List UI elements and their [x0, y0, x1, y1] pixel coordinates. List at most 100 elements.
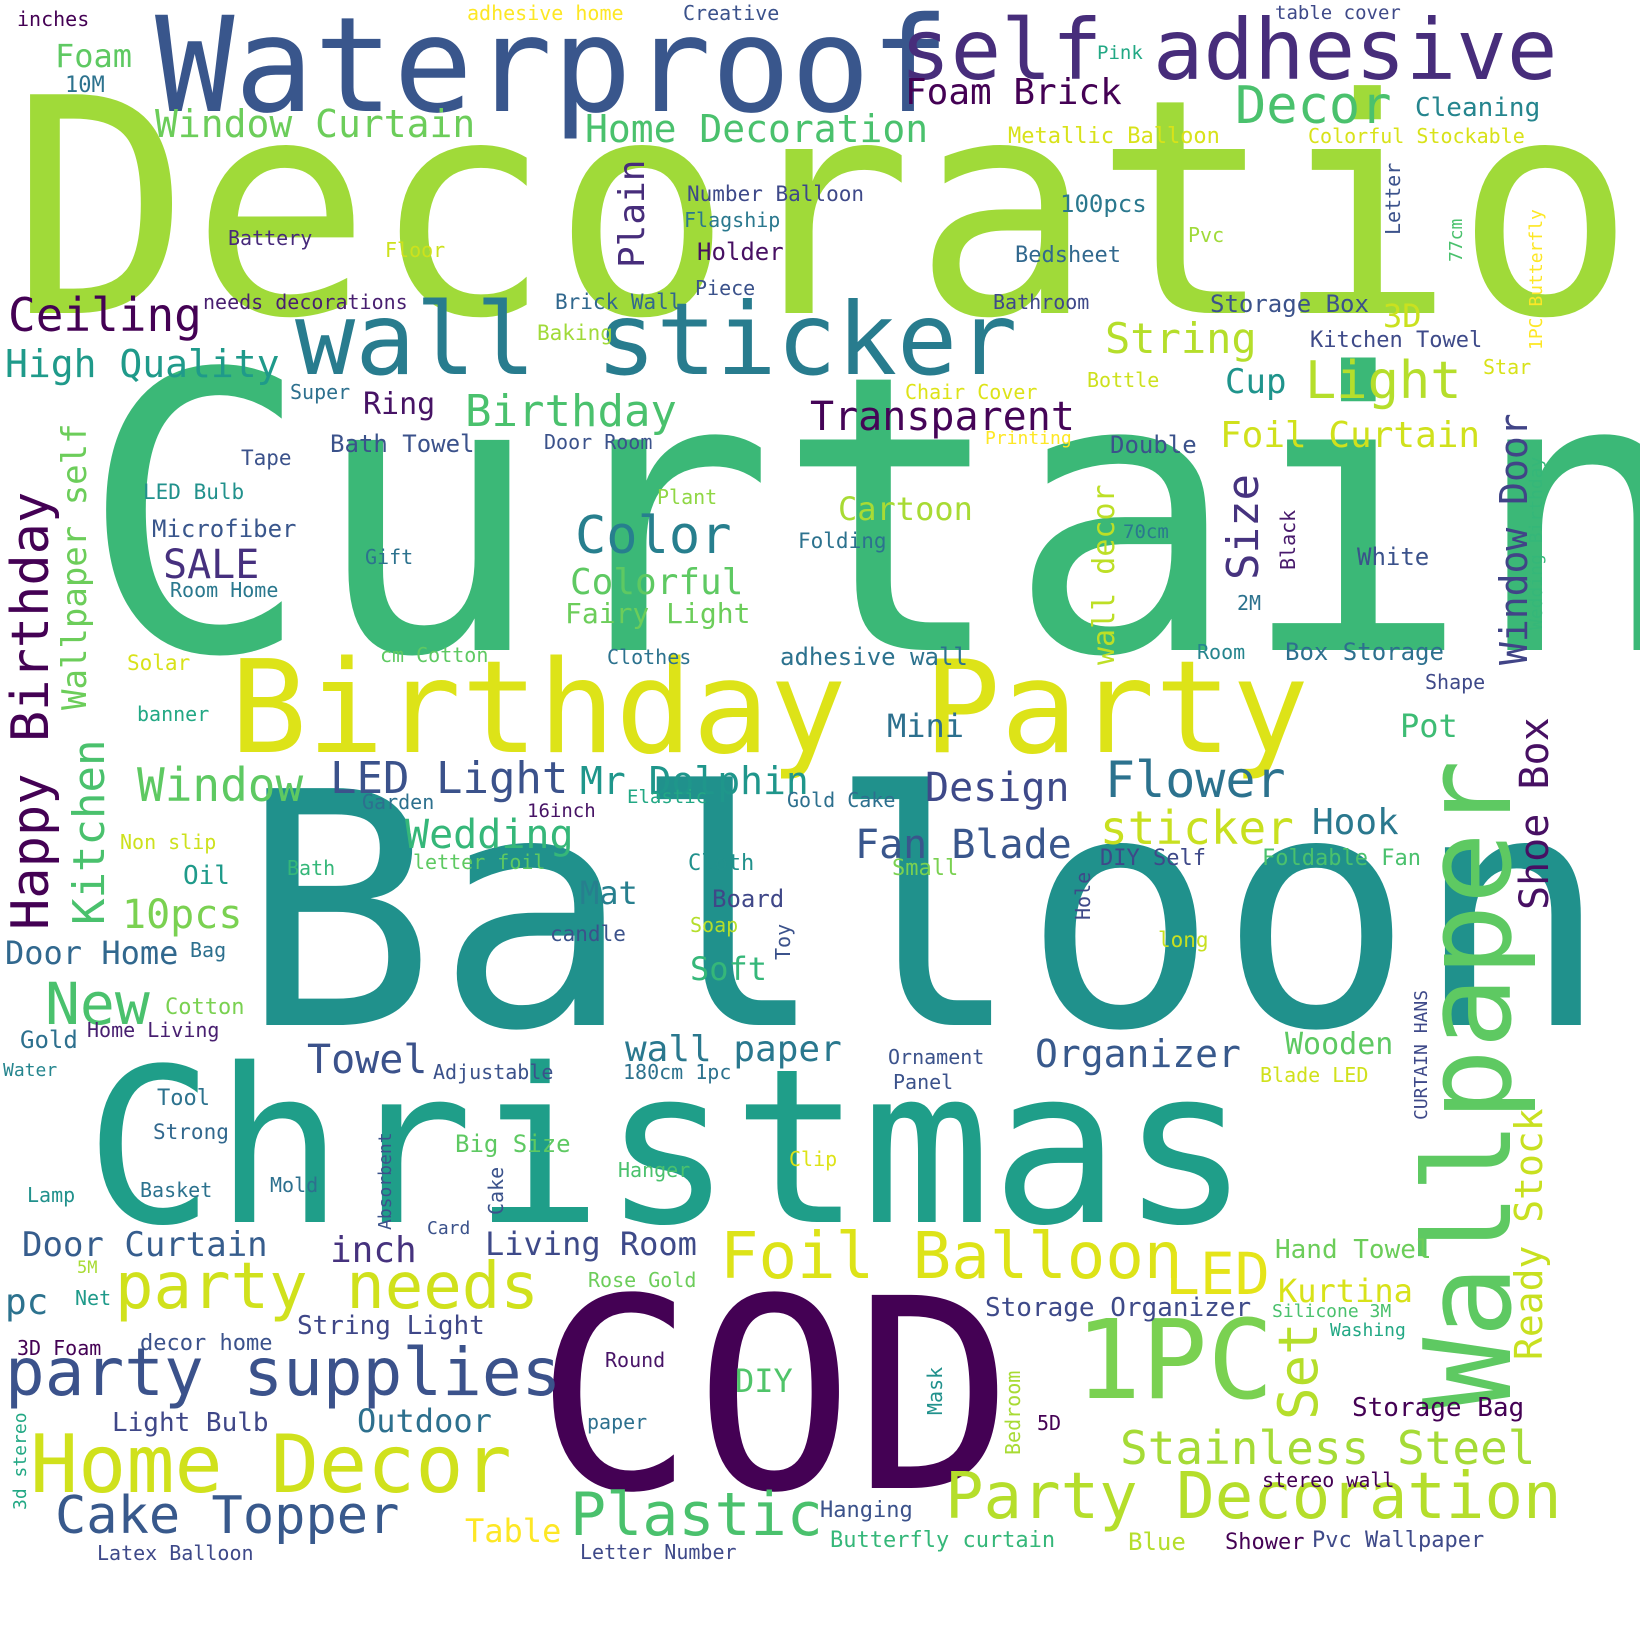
- word: Hole: [1071, 871, 1095, 920]
- word: Plain: [612, 159, 653, 268]
- word: wall sticker: [295, 281, 1018, 398]
- word: Foam Brick: [905, 72, 1122, 113]
- word: Cake Topper: [55, 1486, 400, 1546]
- word: Ready Stock: [1507, 1108, 1551, 1360]
- word: Blue: [1128, 1528, 1186, 1556]
- word: Mini: [887, 707, 965, 745]
- word: Mask: [923, 1366, 947, 1415]
- word: Birthday Party: [230, 634, 1309, 783]
- word: Round: [605, 1348, 666, 1372]
- word: Board: [712, 885, 785, 913]
- word: Soft: [690, 950, 768, 988]
- word: Ceiling: [8, 288, 202, 342]
- word: Gold Cake: [787, 788, 896, 812]
- word: Small: [892, 856, 959, 881]
- word: Gift: [365, 545, 414, 569]
- word: Design: [925, 765, 1070, 811]
- word: Home Decor: [30, 1418, 512, 1511]
- word: CURTAIN HANS: [1411, 989, 1432, 1120]
- word: Strong: [153, 1120, 229, 1144]
- word: String: [1105, 314, 1257, 363]
- word: Towel: [307, 1037, 428, 1083]
- word: Plastic: [570, 1480, 823, 1550]
- word: Light: [1305, 351, 1462, 411]
- word: Silicone 3M: [1272, 1301, 1392, 1322]
- word: Shape: [1425, 670, 1486, 694]
- word: Letter: [1381, 162, 1405, 235]
- word: Fan Blade: [855, 822, 1072, 868]
- word: Floor: [385, 238, 446, 262]
- word: long: [1158, 928, 1209, 952]
- word: Butterfly curtain: [830, 1528, 1056, 1553]
- word: Foam: [55, 37, 133, 75]
- word: COD: [535, 1243, 1014, 1551]
- word: table cover: [1275, 2, 1401, 24]
- word: Big Size: [455, 1130, 571, 1158]
- word: party supplies: [5, 1334, 562, 1411]
- word: Gold: [20, 1026, 78, 1054]
- word: Solar: [127, 651, 191, 675]
- word: Party Decoration: [945, 1460, 1562, 1534]
- word: 10pcs: [122, 892, 243, 938]
- word: Bath Towel: [330, 430, 475, 458]
- word: Room: [1197, 640, 1246, 664]
- word: Door Home: [5, 934, 179, 972]
- word: Hanging: [820, 1498, 913, 1523]
- word: Tool: [157, 1086, 210, 1111]
- word: Adjustable: [433, 1060, 554, 1084]
- word: Shoe Box: [1512, 717, 1558, 910]
- word: Latex Balloon: [97, 1541, 254, 1565]
- word: Panel: [893, 1070, 954, 1094]
- word: Organizer: [1035, 1032, 1241, 1076]
- word: wall decor: [1087, 484, 1122, 665]
- word: Transparent: [810, 394, 1075, 440]
- word: Basket: [140, 1178, 213, 1202]
- word: Toy: [771, 923, 795, 960]
- word: Window: [137, 758, 304, 812]
- word: self adhesive: [900, 1, 1558, 99]
- word: Mat: [580, 874, 638, 912]
- word: White: [1357, 543, 1430, 571]
- word: Living Room: [485, 1225, 697, 1263]
- word: 70cm: [1123, 521, 1169, 543]
- word: Creative: [683, 1, 780, 25]
- word: Rose Gold: [588, 1268, 697, 1292]
- word: decor home: [140, 1331, 273, 1356]
- word: Flower: [1105, 751, 1286, 809]
- word: Absorbent: [375, 1132, 396, 1230]
- word: Folding: [798, 529, 887, 553]
- word: Hanger: [618, 1158, 691, 1182]
- word: Tape: [241, 446, 292, 470]
- word: Hook: [1312, 802, 1399, 843]
- word: Wedding: [405, 812, 574, 858]
- word: Microfiber: [152, 515, 297, 543]
- word: 16inch: [527, 800, 596, 822]
- word: Wooden: [1285, 1027, 1394, 1062]
- word: Elastic: [627, 786, 708, 808]
- word: candle: [550, 922, 626, 946]
- word: banner: [137, 702, 210, 726]
- word: Printing: [985, 428, 1072, 449]
- word: Pvc: [1188, 223, 1225, 247]
- word: Soap: [690, 913, 739, 937]
- word: Decoration: [10, 35, 1640, 384]
- word: 180cm 1pc: [623, 1060, 732, 1084]
- word: Number Balloon: [687, 182, 865, 206]
- word: Shower: [1225, 1530, 1305, 1555]
- word: Decor: [1235, 76, 1392, 136]
- word: Balloon: [240, 723, 1610, 1102]
- word: Bathroom: [993, 290, 1090, 314]
- word: 1PC Butterfly: [1526, 209, 1547, 350]
- word: Set: [1267, 1322, 1330, 1420]
- word: Battery: [228, 226, 313, 250]
- word: High Quality: [5, 342, 280, 386]
- word: Star: [1483, 355, 1532, 379]
- word: Stainless Steel: [1120, 1421, 1536, 1475]
- word: sticker: [1100, 801, 1294, 855]
- word: 77cm: [1446, 218, 1467, 262]
- word: 1PC: [1075, 1296, 1274, 1424]
- word: New: [45, 970, 150, 1038]
- word: adhesive wall: [780, 643, 968, 671]
- word: Baking: [537, 321, 613, 345]
